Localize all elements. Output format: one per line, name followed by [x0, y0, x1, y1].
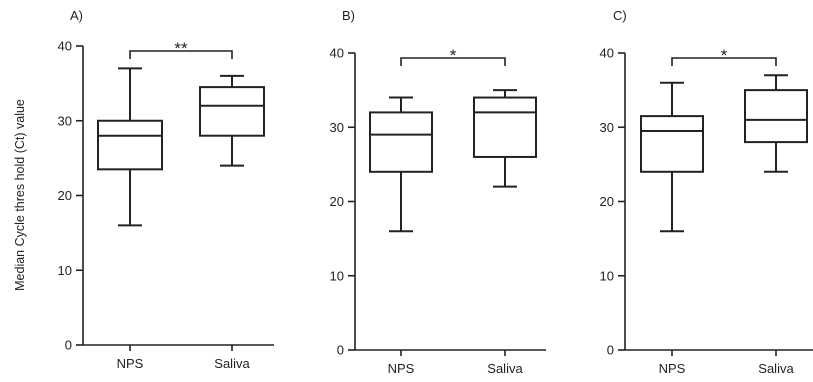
panel-label: B) — [342, 8, 355, 23]
y-tick-label: 10 — [58, 263, 72, 278]
iqr-box — [640, 115, 704, 173]
panel-b: B) 0 10 20 30 40 NPS Saliva * — [330, 8, 546, 376]
significance-marker: * — [450, 46, 457, 65]
panel-label: A) — [70, 8, 83, 23]
y-tick-label: 0 — [65, 338, 72, 353]
significance-bracket — [129, 50, 233, 59]
y-tick-label: 20 — [58, 188, 72, 203]
x-category-label: NPS — [659, 361, 686, 376]
x-category-label: NPS — [388, 361, 415, 376]
y-tick-label: 30 — [58, 113, 72, 128]
iqr-box — [369, 111, 433, 173]
y-tick-label: 40 — [330, 46, 344, 61]
y-axis-title: Median Cycle thres hold (Ct) value — [13, 99, 27, 291]
x-category-label: Saliva — [214, 356, 250, 371]
significance-marker: * — [721, 46, 728, 65]
y-tick-label: 0 — [607, 343, 614, 358]
y-tick-label: 20 — [330, 194, 344, 209]
y-tick-label: 40 — [58, 39, 72, 54]
iqr-box — [199, 86, 265, 137]
y-tick-label: 30 — [600, 120, 614, 135]
x-category-label: Saliva — [758, 361, 794, 376]
y-tick-label: 10 — [330, 268, 344, 283]
y-tick-label: 10 — [600, 268, 614, 283]
panel-a: A) 0 10 20 30 40 NPS Saliva ** — [58, 8, 274, 371]
iqr-box — [744, 89, 808, 144]
y-tick-label: 0 — [337, 343, 344, 358]
y-tick-label: 20 — [600, 194, 614, 209]
y-tick-label: 40 — [600, 46, 614, 61]
x-category-label: Saliva — [487, 361, 523, 376]
iqr-box — [97, 119, 163, 171]
y-tick-label: 30 — [330, 120, 344, 135]
iqr-box — [473, 96, 537, 158]
panel-c: C) 0 10 20 30 40 NPS Saliva * — [600, 8, 813, 376]
significance-marker: ** — [174, 39, 188, 58]
significance-bracket — [671, 57, 777, 66]
significance-bracket — [400, 57, 506, 66]
panel-label: C) — [613, 8, 627, 23]
x-category-label: NPS — [117, 356, 144, 371]
